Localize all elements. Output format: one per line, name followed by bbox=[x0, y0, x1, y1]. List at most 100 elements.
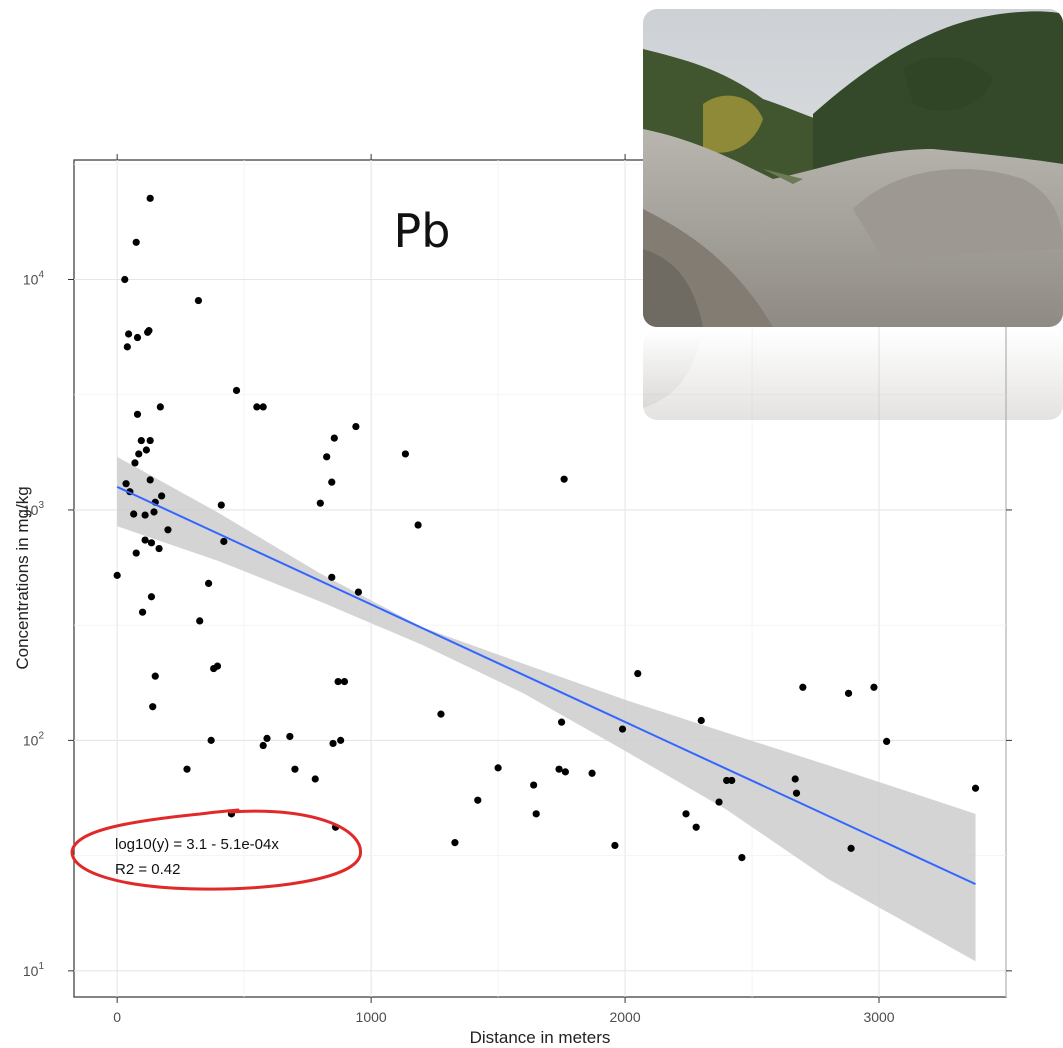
data-point bbox=[328, 478, 336, 486]
data-point bbox=[150, 508, 158, 516]
confidence-band bbox=[117, 456, 976, 962]
data-point bbox=[323, 453, 331, 461]
data-point bbox=[263, 734, 271, 743]
data-point bbox=[132, 238, 140, 246]
data-point bbox=[971, 784, 980, 792]
x-axis-title: Distance in meters bbox=[470, 1028, 611, 1047]
data-point bbox=[155, 544, 163, 553]
data-point bbox=[555, 765, 563, 773]
equation-text: log10(y) = 3.1 - 5.1e-04x bbox=[115, 836, 279, 853]
data-point bbox=[259, 741, 267, 750]
data-point bbox=[146, 194, 154, 202]
highlight-ellipse bbox=[70, 808, 362, 891]
data-point bbox=[130, 510, 138, 518]
data-point bbox=[618, 725, 627, 733]
data-point bbox=[883, 737, 891, 745]
data-point bbox=[196, 617, 204, 625]
data-point bbox=[723, 776, 731, 785]
data-point bbox=[697, 716, 705, 725]
data-point bbox=[494, 764, 502, 772]
data-point bbox=[147, 539, 156, 547]
data-point bbox=[792, 789, 801, 797]
data-point bbox=[123, 343, 131, 351]
y-tick-exponent: 2 bbox=[38, 730, 44, 741]
valley-photo bbox=[643, 9, 1063, 327]
data-point bbox=[194, 296, 203, 305]
equation-annotation: log10(y) = 3.1 - 5.1e-04x R2 = 0.42 bbox=[70, 808, 362, 891]
data-point bbox=[588, 769, 596, 777]
data-point bbox=[232, 386, 241, 395]
valley-photo-image bbox=[643, 9, 1063, 327]
data-point bbox=[352, 422, 360, 431]
data-point bbox=[560, 475, 568, 483]
data-point bbox=[414, 521, 422, 529]
data-point bbox=[340, 677, 349, 686]
data-point bbox=[328, 573, 336, 581]
data-point bbox=[451, 839, 459, 847]
data-point bbox=[141, 511, 149, 519]
regression-line bbox=[116, 485, 976, 886]
y-tick-label: 101 bbox=[23, 961, 45, 979]
data-point bbox=[354, 588, 363, 596]
data-point bbox=[138, 608, 147, 616]
data-point bbox=[682, 810, 690, 818]
data-point bbox=[145, 327, 153, 335]
data-points bbox=[113, 194, 980, 862]
x-tick-label: 2000 bbox=[609, 1009, 640, 1025]
data-point bbox=[334, 677, 342, 686]
x-tick-label: 3000 bbox=[863, 1009, 894, 1025]
photo-reflection bbox=[643, 330, 1063, 420]
data-point bbox=[844, 689, 853, 697]
data-point bbox=[122, 480, 130, 488]
x-tick-label: 0 bbox=[113, 1009, 121, 1025]
data-point bbox=[330, 434, 338, 442]
data-point bbox=[146, 476, 154, 484]
data-point bbox=[530, 781, 538, 789]
data-point bbox=[738, 854, 746, 862]
data-point bbox=[213, 662, 222, 670]
data-point bbox=[286, 732, 294, 741]
data-point bbox=[799, 683, 807, 691]
data-point bbox=[124, 330, 133, 338]
data-point bbox=[164, 526, 172, 534]
data-point bbox=[401, 450, 410, 458]
y-tick-exponent: 4 bbox=[38, 269, 44, 280]
data-point bbox=[253, 403, 261, 411]
data-point bbox=[220, 537, 228, 546]
data-point bbox=[141, 536, 149, 544]
data-point bbox=[217, 501, 225, 509]
data-point bbox=[474, 796, 482, 804]
data-point bbox=[149, 703, 157, 711]
data-point bbox=[557, 718, 566, 726]
data-point bbox=[132, 549, 140, 557]
data-point bbox=[634, 669, 642, 678]
photo-reflection-image bbox=[643, 330, 1063, 420]
data-point bbox=[329, 739, 337, 748]
data-point bbox=[259, 403, 267, 411]
confidence-band-area bbox=[117, 456, 976, 962]
data-point bbox=[337, 736, 345, 744]
y-axis-title: Concentrations in mg/kg bbox=[13, 486, 32, 669]
y-tick-label: 102 bbox=[23, 730, 45, 748]
y-tick-label: 104 bbox=[23, 269, 45, 287]
data-point bbox=[847, 844, 855, 852]
data-point bbox=[151, 672, 159, 680]
data-point bbox=[692, 823, 700, 831]
data-point bbox=[135, 450, 143, 458]
data-point bbox=[133, 410, 142, 418]
y-tick-exponent: 3 bbox=[38, 500, 44, 511]
data-point bbox=[870, 683, 878, 691]
x-tick-label: 1000 bbox=[356, 1009, 387, 1025]
data-point bbox=[156, 403, 164, 411]
data-point bbox=[183, 765, 191, 773]
data-point bbox=[121, 275, 129, 284]
data-point bbox=[715, 798, 723, 806]
data-point bbox=[158, 492, 166, 500]
r2-text: R2 = 0.42 bbox=[115, 861, 180, 878]
data-point bbox=[133, 333, 142, 342]
data-point bbox=[204, 579, 213, 587]
data-point bbox=[728, 776, 736, 785]
data-point bbox=[146, 436, 154, 445]
data-point bbox=[437, 710, 445, 718]
data-point bbox=[147, 593, 156, 601]
